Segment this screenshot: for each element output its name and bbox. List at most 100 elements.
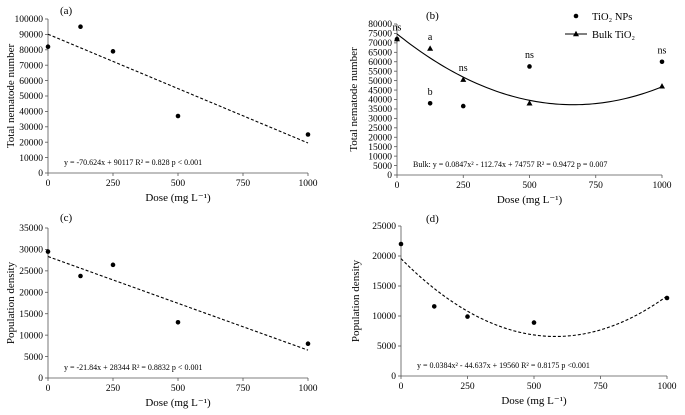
y-tick-label: 10000	[368, 152, 392, 162]
y-tick-label: 15000	[368, 143, 392, 153]
y-tick-label: 15000	[372, 282, 396, 292]
x-tick-label: 750	[589, 181, 604, 191]
x-axis-title: Dose (mg L⁻¹)	[145, 397, 211, 409]
x-tick-label: 500	[527, 382, 542, 392]
data-point	[460, 103, 466, 109]
significance-label: b	[428, 87, 433, 98]
y-tick-label: 20000	[19, 288, 43, 298]
y-tick-label: 0	[391, 372, 396, 382]
data-point	[78, 273, 83, 279]
data-point	[305, 341, 311, 347]
y-tick-label: 80000	[368, 20, 392, 30]
data-point	[175, 113, 181, 119]
y-tick-label: 5000	[373, 162, 392, 172]
y-axis-title: Population density	[5, 261, 17, 344]
trendline	[396, 33, 663, 106]
data-point	[465, 314, 470, 319]
panel-label: (c)	[60, 212, 73, 224]
y-tick-label: 10000	[372, 312, 396, 322]
panel-label: (d)	[426, 213, 439, 225]
x-tick-label: 250	[456, 181, 471, 191]
legend-marker-triangle	[573, 30, 579, 37]
x-tick-label: 0	[399, 382, 404, 392]
y-tick-label: 80000	[19, 46, 43, 56]
y-tick-label: 5000	[377, 342, 396, 352]
significance-label: ns	[658, 45, 667, 56]
data-point	[398, 241, 404, 247]
x-tick-label: 750	[236, 384, 251, 394]
y-axis-title: Total nematode number	[348, 47, 360, 152]
trendline	[47, 33, 309, 144]
x-tick-label: 250	[106, 384, 121, 394]
y-tick-label: 10000	[19, 154, 43, 164]
y-tick-label: 70000	[368, 39, 392, 49]
x-tick-label: 250	[106, 179, 121, 189]
data-point	[78, 24, 83, 30]
trendline	[47, 256, 309, 351]
significance-label: ns	[459, 63, 468, 74]
y-tick-label: 40000	[19, 108, 43, 118]
data-point	[427, 100, 433, 106]
data-point	[175, 319, 181, 325]
x-tick-label: 500	[171, 384, 186, 394]
data-point	[45, 44, 51, 50]
y-tick-label: 0	[38, 374, 43, 384]
data-point	[305, 132, 311, 137]
y-axis-title: Population density	[350, 259, 362, 342]
chart-panel-3: 0 5000 10000 15000 20000 25000 30000 35000 0 250 5…	[5, 212, 318, 409]
y-axis-title: Total nematode number	[5, 44, 17, 149]
x-axis-title: Dose (mg L⁻¹)	[497, 194, 563, 206]
y-tick-label: 15000	[19, 310, 43, 320]
data-point-triangle	[659, 83, 665, 89]
y-tick-label: 10000	[19, 331, 43, 341]
y-tick-label: 35000	[368, 105, 392, 115]
x-tick-label: 250	[460, 382, 475, 392]
y-tick-label: 20000	[372, 252, 396, 262]
y-tick-label: 25000	[368, 124, 392, 134]
data-point-triangle	[460, 76, 467, 82]
y-tick-label: 75000	[368, 30, 392, 40]
y-tick-label: 20000	[368, 133, 392, 143]
y-tick-label: 20000	[19, 138, 43, 148]
y-tick-label: 0	[38, 169, 43, 179]
regression-equation: y = -70.624x + 90117 R² = 0.828 p < 0.00…	[64, 158, 202, 167]
legend-entry: TiO₂ NPs	[592, 12, 632, 23]
y-tick-label: 30000	[19, 123, 43, 133]
chart-panel-2: 0500010000150002000025000300003500040000…	[348, 10, 672, 206]
x-tick-label: 500	[171, 179, 186, 189]
y-tick-label: 60000	[19, 77, 43, 87]
y-tick-label: 100000	[15, 15, 44, 25]
x-axis-title: Dose (mg L⁻¹)	[145, 192, 211, 204]
y-tick-label: 65000	[368, 49, 392, 59]
data-point	[45, 249, 51, 254]
x-tick-label: 1000	[658, 382, 677, 392]
x-tick-label: 1000	[299, 179, 318, 189]
panel-label: (b)	[426, 10, 439, 22]
x-tick-label: 500	[522, 181, 537, 191]
significance-label: a	[428, 32, 433, 43]
y-tick-label: 0	[387, 171, 392, 181]
data-point	[664, 295, 670, 301]
legend-marker-circle	[573, 13, 579, 19]
data-point	[431, 304, 437, 309]
x-tick-label: 750	[593, 382, 608, 392]
x-tick-label: 1000	[299, 384, 318, 394]
y-tick-label: 45000	[368, 86, 392, 96]
chart-panel-4: 0 5000 10000 15000 20000 25000 0 250 500 750 1000 D…	[350, 213, 677, 407]
y-tick-label: 25000	[19, 267, 43, 277]
data-point	[659, 59, 665, 65]
y-tick-label: 50000	[19, 92, 43, 102]
y-tick-label: 40000	[368, 96, 392, 106]
y-tick-label: 60000	[368, 58, 392, 68]
x-tick-label: 0	[46, 384, 51, 394]
data-point	[110, 49, 116, 54]
x-tick-label: 0	[46, 179, 51, 189]
y-tick-label: 25000	[372, 222, 396, 232]
y-tick-label: 30000	[368, 115, 392, 125]
x-tick-label: 0	[395, 181, 400, 191]
regression-equation: y = -21.84x + 28344 R² = 0.8832 p < 0.00…	[64, 363, 202, 372]
y-tick-label: 35000	[19, 224, 43, 234]
y-tick-label: 50000	[368, 77, 392, 87]
regression-equation: Bulk: y = 0.0847x² - 112.74x + 74757 R² …	[413, 160, 607, 169]
